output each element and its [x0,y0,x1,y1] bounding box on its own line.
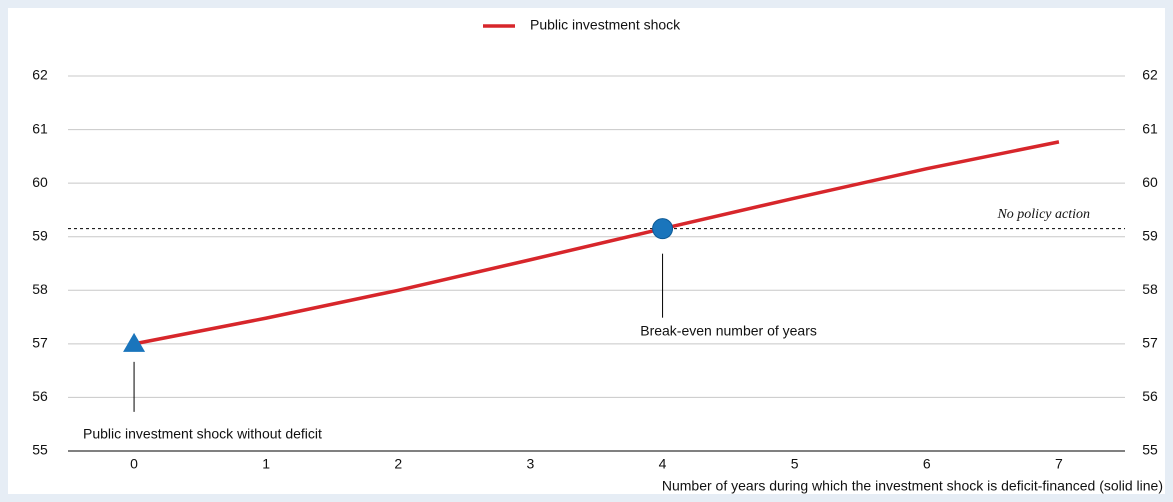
series-line [133,140,1060,346]
y2-tick-label: 59 [1142,227,1158,243]
y2-tick-label: 58 [1142,281,1158,297]
triangle-marker [123,332,146,352]
x-tick-label: 2 [394,456,402,472]
x-axis-label: Number of years during which the investm… [662,478,1163,494]
y-tick-label: 60 [32,174,48,190]
y-tick-label: 58 [32,281,48,297]
y2-tick-label: 57 [1142,335,1158,351]
reference-label: No policy action [996,207,1090,222]
circle-marker [652,218,674,240]
x-tick-label: 0 [130,456,138,472]
y2-tick-label: 60 [1142,174,1158,190]
y-tick-label: 61 [32,120,48,136]
x-tick-label: 5 [791,456,799,472]
y-tick-label: 56 [32,388,48,404]
x-tick-label: 1 [262,456,270,472]
panel [8,8,1165,494]
legend-label: Public investment shock [530,17,681,33]
annotation: Break-even number of years [640,322,817,338]
x-tick-label: 3 [527,456,535,472]
x-tick-label: 6 [923,456,931,472]
y-tick-label: 62 [32,67,48,83]
y2-tick-label: 62 [1142,67,1158,83]
y-tick-label: 57 [32,335,48,351]
x-tick-label: 4 [659,456,667,472]
y2-tick-label: 55 [1142,442,1158,458]
x-tick-label: 7 [1055,456,1063,472]
y-tick-label: 59 [32,227,48,243]
y2-tick-label: 61 [1142,120,1158,136]
annotation: Public investment shock without deficit [83,426,322,442]
y-tick-label: 55 [32,442,48,458]
y2-tick-label: 56 [1142,388,1158,404]
